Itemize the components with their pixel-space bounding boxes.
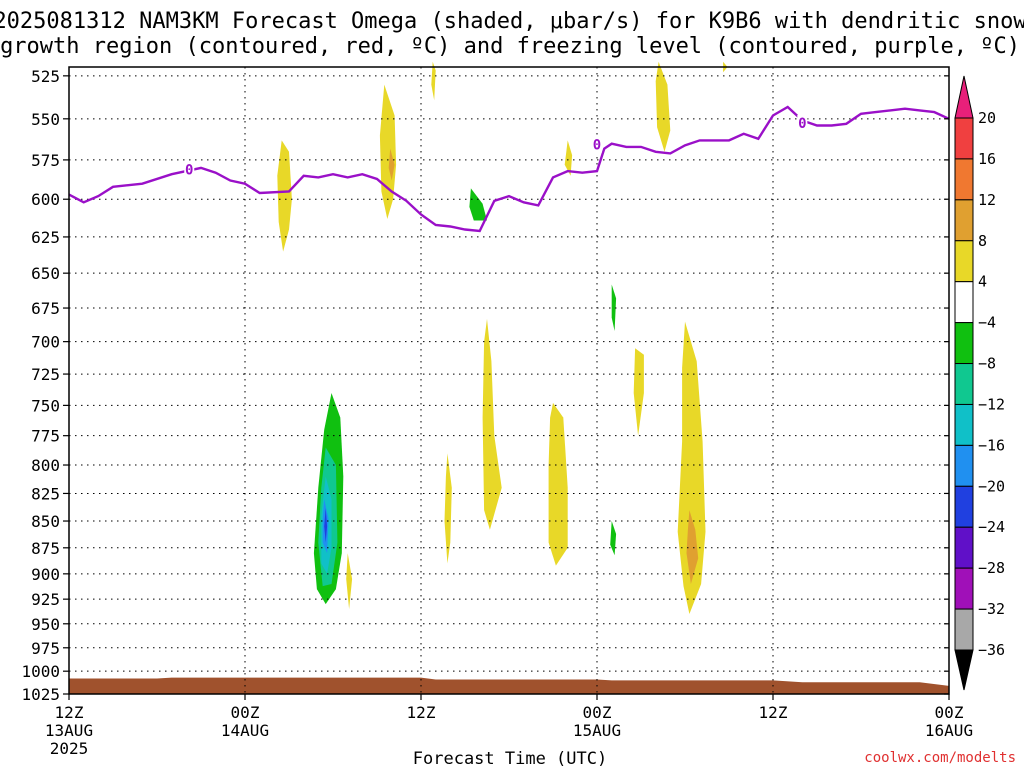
colorbar-label: 4 xyxy=(978,273,987,291)
colorbar-segment xyxy=(954,322,974,365)
chart-title-line2: growth region (contoured, red, ºC) and f… xyxy=(0,34,1020,59)
y-axis: 525 550 575 600 625 650 675 700 725 750 775 800 825 8… xyxy=(21,67,949,704)
colorbar-segment xyxy=(954,608,974,651)
colorbar-label: −20 xyxy=(978,477,1005,495)
colorbar-label: −24 xyxy=(978,518,1005,536)
freezing-level-layer: 0 0 0 xyxy=(68,105,950,233)
colorbar-label: 12 xyxy=(978,191,996,209)
colorbar-label: −36 xyxy=(978,641,1005,659)
y-tick-label: 875 xyxy=(31,539,60,558)
freezing-label-bg xyxy=(592,136,602,153)
x-tick-label: 12Z xyxy=(759,703,788,722)
colorbar-label: 20 xyxy=(978,109,996,127)
freezing-level-line xyxy=(68,105,950,233)
colorbar-top-arrow xyxy=(954,75,974,119)
y-tick-label: 775 xyxy=(31,427,60,446)
y-tick-label: 900 xyxy=(31,565,60,584)
omega-shading-layer xyxy=(277,61,728,614)
y-tick-label: 525 xyxy=(31,67,60,86)
colorbar-segment xyxy=(954,403,974,446)
x-tick-label: 00Z xyxy=(935,703,964,722)
y-tick-label: 975 xyxy=(31,639,60,658)
omega-region xyxy=(324,507,328,543)
y-tick-label: 1000 xyxy=(21,662,60,681)
freezing-label-bg xyxy=(797,115,808,132)
x-tick-label: 00Z xyxy=(231,703,260,722)
colorbar-segment xyxy=(954,117,974,160)
colorbar-label: −16 xyxy=(978,436,1005,454)
y-tick-label: 950 xyxy=(31,615,60,634)
y-tick-label: 725 xyxy=(31,365,60,384)
colorbar-segment xyxy=(954,444,974,487)
y-tick-label: 600 xyxy=(31,190,60,209)
omega-region xyxy=(548,402,568,566)
freezing-level-label: 0 xyxy=(593,138,601,154)
y-tick-label: 675 xyxy=(31,299,60,318)
freezing-level-label: 0 xyxy=(185,162,193,178)
colorbar-segment xyxy=(954,363,974,405)
grid-layer xyxy=(69,67,949,694)
colorbar-segment xyxy=(954,281,974,324)
omega-region xyxy=(611,284,617,331)
omega-region xyxy=(277,140,292,252)
x-tick-label: 00Z xyxy=(583,703,612,722)
y-tick-label: 1025 xyxy=(21,685,60,704)
x-tick-date-label: 16AUG xyxy=(925,721,973,740)
colorbar-label: 8 xyxy=(978,232,987,250)
y-tick-label: 650 xyxy=(31,264,60,283)
terrain-layer xyxy=(69,677,949,694)
colorbar-segment xyxy=(954,158,974,201)
y-tick-label: 625 xyxy=(31,228,60,247)
omega-region xyxy=(431,61,436,101)
omega-region xyxy=(633,348,644,436)
plot-frame xyxy=(68,66,950,695)
x-tick-date-label: 14AUG xyxy=(221,721,269,740)
colorbar-label: −32 xyxy=(978,600,1005,618)
colorbar-segment xyxy=(954,567,974,610)
x-axis-title: Forecast Time (UTC) xyxy=(413,749,607,768)
colorbar-bottom-arrow xyxy=(954,649,974,691)
x-tick-label: 12Z xyxy=(407,703,436,722)
x-tick-date-label: 15AUG xyxy=(573,721,621,740)
omega-region xyxy=(686,510,699,584)
omega-region xyxy=(482,318,502,530)
y-tick-label: 575 xyxy=(31,151,60,170)
y-tick-label: 750 xyxy=(31,396,60,415)
chart-title-line1: 2025081312 NAM3KM Forecast Omega (shaded… xyxy=(0,9,1024,34)
colorbar-segment xyxy=(954,526,974,569)
colorbar-segment xyxy=(954,485,974,528)
y-tick-label: 550 xyxy=(31,110,60,129)
terrain-fill xyxy=(69,677,949,694)
y-tick-label: 800 xyxy=(31,456,60,475)
credit-text: coolwx.com/modelts xyxy=(864,750,1016,766)
omega-region xyxy=(655,61,671,152)
omega-region xyxy=(469,188,487,221)
omega-region xyxy=(388,148,395,181)
colorbar-label: −4 xyxy=(978,314,996,332)
omega-region xyxy=(564,140,573,176)
omega-region xyxy=(444,453,452,564)
y-tick-label: 825 xyxy=(31,484,60,503)
omega-region xyxy=(610,521,617,556)
colorbar-segment xyxy=(954,240,974,283)
omega-region xyxy=(346,553,353,610)
colorbar: 20 16 12 8 4 −4 −8 −12 −16 −20 −24 −28 −32 −36 xyxy=(954,75,1005,691)
y-tick-label: 700 xyxy=(31,333,60,352)
colorbar-segment xyxy=(954,199,974,242)
y-tick-label: 850 xyxy=(31,512,60,531)
colorbar-label: −12 xyxy=(978,395,1005,413)
colorbar-label: 16 xyxy=(978,150,996,168)
freezing-level-label: 0 xyxy=(798,116,806,132)
x-tick-label: 12Z xyxy=(55,703,84,722)
y-tick-label: 925 xyxy=(31,590,60,609)
colorbar-label: −8 xyxy=(978,355,996,373)
x-tick-date-label: 13AUG xyxy=(45,721,93,740)
freezing-label-bg xyxy=(184,161,195,178)
x-tick-year-label: 2025 xyxy=(50,739,89,758)
colorbar-label: −28 xyxy=(978,559,1005,577)
omega-region xyxy=(677,321,706,614)
